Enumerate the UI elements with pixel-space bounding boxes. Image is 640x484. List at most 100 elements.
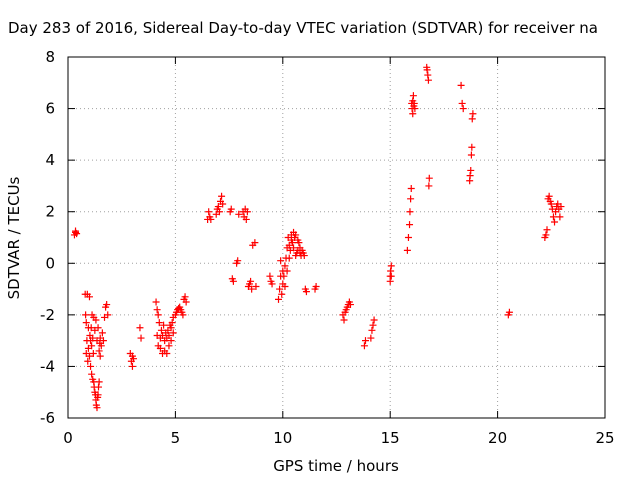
y-tick-label: 4	[45, 151, 55, 169]
data-point	[292, 231, 300, 239]
data-point	[275, 295, 283, 303]
data-point	[229, 277, 237, 285]
data-point	[406, 208, 414, 216]
data-point	[283, 267, 291, 275]
data-point	[92, 316, 100, 324]
data-point	[295, 239, 303, 247]
data-point	[425, 182, 433, 190]
data-point	[346, 301, 354, 309]
data-point	[458, 99, 466, 107]
data-point	[93, 404, 101, 412]
data-point	[545, 192, 553, 200]
data-point	[73, 230, 81, 238]
x-tick-label: 25	[595, 429, 614, 447]
y-tick-label: 2	[45, 203, 55, 221]
data-point	[205, 208, 213, 216]
data-point	[96, 352, 104, 360]
data-point	[469, 110, 477, 118]
data-point	[468, 115, 476, 123]
data-point	[290, 244, 298, 252]
data-point	[277, 257, 285, 265]
data-point	[543, 226, 551, 234]
data-point	[551, 218, 559, 226]
data-point	[152, 298, 160, 306]
y-tick-label: -2	[40, 306, 55, 324]
data-point	[218, 192, 226, 200]
data-point	[424, 71, 432, 79]
data-point	[85, 293, 93, 301]
data-point	[169, 329, 177, 337]
data-point	[98, 329, 106, 337]
data-point	[137, 334, 145, 342]
data-point	[154, 311, 162, 319]
data-point	[87, 362, 95, 370]
data-point	[128, 362, 136, 370]
data-point	[94, 391, 102, 399]
data-point	[312, 282, 320, 290]
data-point	[89, 350, 97, 358]
data-point	[423, 66, 431, 74]
data-point	[82, 319, 90, 327]
data-point	[268, 280, 276, 288]
data-point	[104, 311, 112, 319]
data-point	[252, 282, 260, 290]
data-point	[215, 208, 223, 216]
data-point	[182, 298, 190, 306]
data-point	[181, 293, 189, 301]
data-point	[404, 234, 412, 241]
data-point	[219, 200, 227, 208]
data-point	[409, 92, 417, 100]
data-point	[242, 215, 250, 223]
data-point	[360, 342, 368, 350]
data-point	[168, 319, 176, 327]
data-point	[155, 319, 163, 327]
y-tick-label: -4	[40, 357, 55, 375]
data-point	[457, 81, 465, 89]
data-point	[280, 272, 288, 280]
chart-title: Day 283 of 2016, Sidereal Day-to-day VTE…	[8, 19, 598, 37]
data-point	[387, 267, 395, 275]
data-point	[85, 352, 93, 360]
data-point	[95, 383, 103, 391]
data-point	[542, 231, 550, 239]
data-points	[70, 63, 565, 412]
data-point	[163, 350, 171, 358]
y-axis-label: SDTVAR / TECUs	[5, 176, 23, 299]
data-point	[409, 110, 417, 118]
data-point	[505, 308, 513, 316]
data-point	[89, 334, 97, 342]
plot-frame	[67, 56, 606, 419]
x-tick-label: 0	[63, 429, 73, 447]
data-point	[165, 342, 173, 350]
x-tick-label: 5	[171, 429, 181, 447]
data-point	[247, 277, 255, 285]
y-tick-labels: -6 -4 -2 0 2 4 6 8	[40, 48, 55, 427]
data-point	[281, 282, 289, 290]
data-point	[424, 76, 432, 84]
data-point	[276, 285, 284, 293]
data-point	[82, 311, 90, 319]
data-point	[84, 357, 92, 365]
x-tick-label: 20	[488, 429, 507, 447]
data-point	[368, 326, 376, 334]
data-point	[468, 143, 476, 151]
data-point	[302, 288, 310, 296]
data-point	[153, 306, 161, 314]
data-point	[167, 337, 175, 345]
data-point	[557, 203, 565, 211]
data-point	[281, 262, 289, 270]
data-point	[367, 334, 375, 342]
data-point	[459, 105, 467, 113]
data-point	[251, 239, 259, 247]
y-tick-label: 8	[45, 48, 55, 66]
axis-ticks	[67, 56, 606, 419]
data-point	[97, 342, 105, 350]
data-point	[165, 331, 173, 339]
x-tick-label: 10	[273, 429, 292, 447]
data-point	[300, 252, 308, 260]
data-point	[243, 208, 251, 216]
data-point	[103, 301, 111, 309]
data-point	[407, 185, 415, 193]
